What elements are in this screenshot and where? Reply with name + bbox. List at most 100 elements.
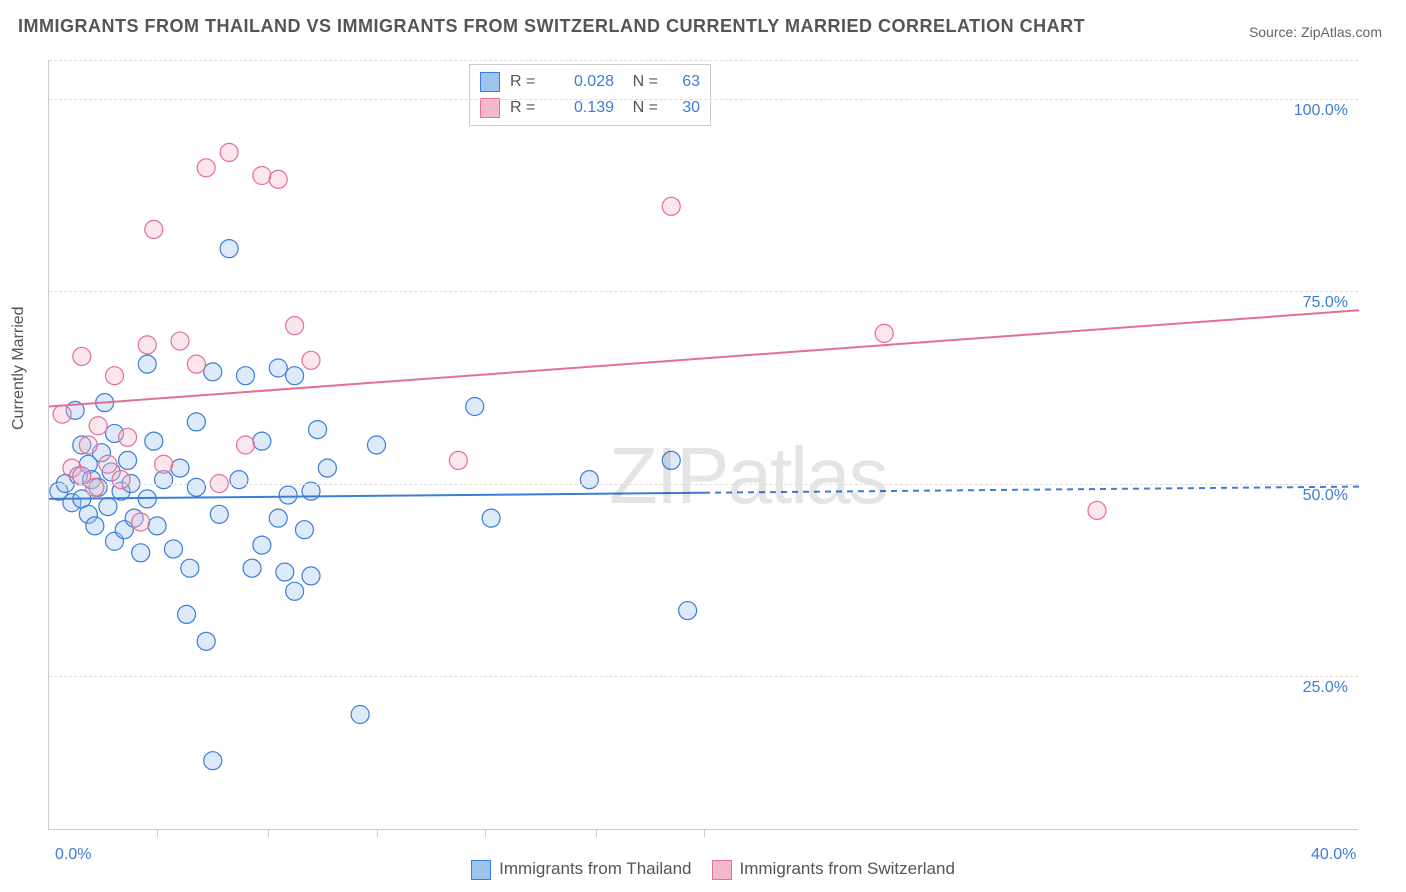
legend-swatch [480, 98, 500, 118]
data-point [187, 355, 205, 373]
data-point [99, 455, 117, 473]
y-tick-label: 25.0% [1303, 679, 1348, 697]
data-point [309, 421, 327, 439]
data-point [295, 521, 313, 539]
x-tick [704, 829, 705, 837]
y-tick-label: 50.0% [1303, 487, 1348, 505]
data-point [119, 428, 137, 446]
data-point [302, 482, 320, 500]
data-point [269, 359, 287, 377]
bottom-legend-swatch [712, 860, 732, 880]
data-point [132, 544, 150, 562]
x-tick [485, 829, 486, 837]
gridline [49, 291, 1358, 292]
data-point [253, 536, 271, 554]
data-point [187, 413, 205, 431]
data-point [1088, 501, 1106, 519]
y-tick-label: 75.0% [1303, 294, 1348, 312]
data-point [220, 143, 238, 161]
data-point [253, 432, 271, 450]
data-point [276, 563, 294, 581]
data-point [237, 436, 255, 454]
data-point [178, 605, 196, 623]
data-point [580, 471, 598, 489]
data-point [220, 240, 238, 258]
legend-n-label: N = [614, 69, 658, 95]
data-point [269, 170, 287, 188]
legend-swatch [480, 72, 500, 92]
data-point [302, 567, 320, 585]
stats-legend: R =0.028N =63R =0.139N =30 [469, 64, 711, 126]
data-point [145, 432, 163, 450]
data-point [351, 706, 369, 724]
bottom-legend-label: Immigrants from Switzerland [740, 859, 955, 878]
data-point [53, 405, 71, 423]
x-tick [596, 829, 597, 837]
data-point [181, 559, 199, 577]
data-point [286, 367, 304, 385]
y-axis-label: Currently Married [10, 306, 28, 430]
data-point [86, 478, 104, 496]
bottom-legend-label: Immigrants from Thailand [499, 859, 691, 878]
watermark-light: atlas [727, 431, 886, 520]
data-point [253, 167, 271, 185]
data-point [482, 509, 500, 527]
data-point [237, 367, 255, 385]
data-point [187, 478, 205, 496]
gridline [49, 60, 1358, 61]
data-point [89, 417, 107, 435]
legend-r-label: R = [510, 69, 544, 95]
data-point [86, 517, 104, 535]
gridline [49, 484, 1358, 485]
watermark-bold: ZIP [609, 431, 727, 520]
data-point [318, 459, 336, 477]
chart-plot-area: R =0.028N =63R =0.139N =30 ZIPatlas 25.0… [48, 60, 1358, 830]
legend-row: R =0.028N =63 [480, 69, 700, 95]
bottom-legend: Immigrants from Thailand Immigrants from … [0, 859, 1406, 880]
trend-line [49, 310, 1359, 406]
data-point [138, 336, 156, 354]
data-point [132, 513, 150, 531]
data-point [138, 355, 156, 373]
data-point [204, 752, 222, 770]
data-point [243, 559, 261, 577]
gridline [49, 676, 1358, 677]
data-point [279, 486, 297, 504]
data-point [204, 363, 222, 381]
chart-title: IMMIGRANTS FROM THAILAND VS IMMIGRANTS F… [18, 16, 1085, 37]
x-tick [157, 829, 158, 837]
watermark: ZIPatlas [609, 430, 886, 522]
x-tick [268, 829, 269, 837]
legend-n-value: 63 [658, 69, 700, 95]
data-point [210, 505, 228, 523]
data-point [197, 159, 215, 177]
data-point [302, 351, 320, 369]
data-point [286, 317, 304, 335]
data-point [155, 455, 173, 473]
data-point [73, 347, 91, 365]
data-point [230, 471, 248, 489]
data-point [145, 220, 163, 238]
data-point [875, 324, 893, 342]
data-point [368, 436, 386, 454]
data-point [171, 459, 189, 477]
data-point [119, 451, 137, 469]
legend-r-value: 0.028 [544, 69, 614, 95]
data-point [148, 517, 166, 535]
data-point [286, 582, 304, 600]
data-point [269, 509, 287, 527]
data-point [106, 367, 124, 385]
data-point [679, 602, 697, 620]
y-tick-label: 100.0% [1294, 102, 1348, 120]
data-point [171, 332, 189, 350]
data-point [112, 471, 130, 489]
data-point [79, 436, 97, 454]
data-point [662, 197, 680, 215]
x-tick [377, 829, 378, 837]
data-point [197, 632, 215, 650]
data-point [164, 540, 182, 558]
data-point [449, 451, 467, 469]
gridline [49, 99, 1358, 100]
data-point [99, 498, 117, 516]
data-point [466, 398, 484, 416]
